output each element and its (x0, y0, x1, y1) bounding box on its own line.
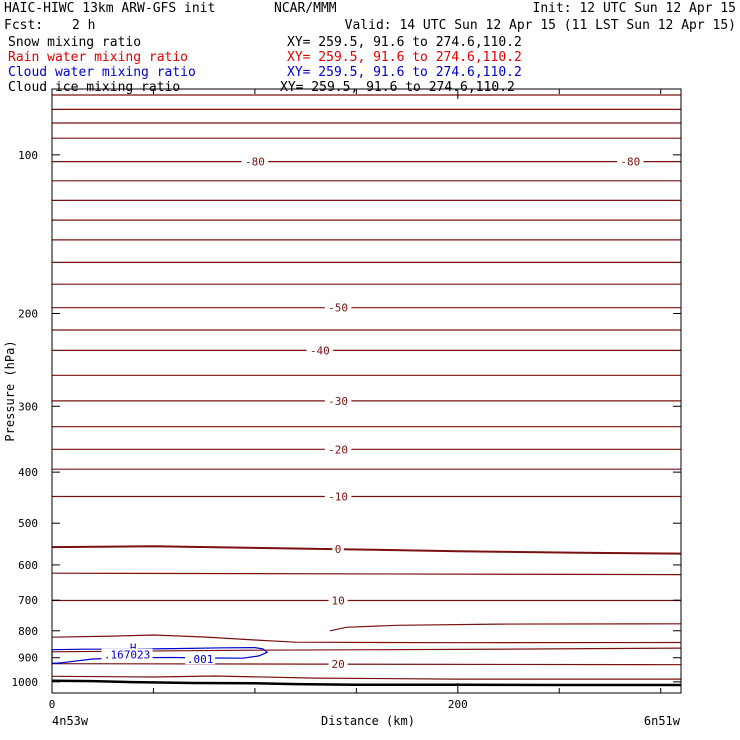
isotherm-label: 0 (335, 543, 342, 556)
cloud-water-label-bg (128, 641, 138, 653)
isotherm-line (52, 572, 681, 576)
cloud-water-label: H (130, 641, 137, 654)
field-xy-rain: XY= 259.5, 91.6 to 274.6,110.2 (287, 50, 522, 65)
isotherm-line (52, 647, 681, 653)
cloud-water-contours: H.167023 .001 (51, 641, 269, 666)
isotherm-label: -20 (328, 443, 348, 456)
field-xy-cloud-ice: XY= 259.5, 91.6 to 274.6,110.2 (280, 80, 515, 95)
isotherm-line (52, 675, 681, 680)
isotherm-label: -80 (620, 156, 640, 169)
y-axis-label: Pressure (hPa) (3, 340, 17, 441)
y-tick-label: 700 (18, 594, 38, 607)
isotherm-line (52, 634, 681, 644)
isotherm-contours: -80 -80 -50 -40 -30 -20 -10 0 10 20 (52, 94, 681, 680)
cloud-water-contour (51, 646, 269, 665)
isotherm-label-bg (328, 658, 348, 671)
field-name-rain: Rain water mixing ratio (8, 50, 189, 65)
y-tick-label: 400 (18, 466, 38, 479)
field-xy-snow: XY= 259.5, 91.6 to 274.6,110.2 (287, 35, 522, 50)
cloud-water-label: .167023 (104, 649, 150, 662)
y-tick-label: 1000 (12, 676, 39, 689)
isotherm-label-bg (328, 594, 348, 607)
plot-frame (51, 88, 682, 694)
y-tick-label: 500 (18, 517, 38, 530)
fcst-value: 2 h (72, 18, 96, 33)
isotherm-label-bg (617, 155, 644, 168)
terrain-line (51, 679, 681, 687)
cloud-water-label: .001 (187, 653, 214, 666)
terrain-outline (51, 679, 681, 687)
isotherm-label: -80 (245, 156, 265, 169)
isotherm-label-bg (324, 301, 352, 314)
isotherm-label-bg (324, 394, 352, 407)
isotherm-label-bg (332, 543, 344, 556)
y-tick-label: 300 (18, 400, 38, 413)
y-tick-label: 600 (18, 559, 38, 572)
isotherm-line (329, 623, 681, 632)
x-right-endpoint-label: 6n51w (644, 714, 681, 728)
isotherm-label-bg (324, 443, 352, 456)
y-tick-label: 200 (18, 307, 38, 320)
y-tick-label: 800 (18, 625, 38, 638)
init-time: Init: 12 UTC Sun 12 Apr 15 (532, 1, 737, 16)
isotherm-label-bg (241, 155, 269, 168)
field-xy-cloud-water: XY= 259.5, 91.6 to 274.6,110.2 (287, 65, 522, 80)
y-tick-label: 100 (18, 149, 38, 162)
isotherm-line (52, 545, 681, 555)
x-left-endpoint-label: 4n53w (52, 714, 89, 728)
isotherm-label: -40 (310, 344, 330, 357)
isotherm-label: -30 (328, 395, 348, 408)
y-tick-label: 900 (18, 652, 38, 665)
cloud-water-label-bg (185, 653, 216, 665)
x-tick-label: 0 (49, 698, 56, 711)
field-name-cloud-ice: Cloud ice mixing ratio (8, 80, 181, 95)
isotherm-line (52, 663, 681, 666)
isotherm-label: 20 (331, 658, 344, 671)
cloud-water-label-bg (101, 648, 153, 660)
isotherm-label-bg (324, 490, 352, 503)
field-name-snow: Snow mixing ratio (8, 35, 142, 50)
org-label: NCAR/MMM (274, 1, 337, 16)
field-name-cloud-water: Cloud water mixing ratio (8, 65, 196, 80)
isotherm-label: -10 (328, 491, 348, 504)
isotherm-label: -50 (328, 302, 348, 315)
x-tick-label: 200 (448, 698, 468, 711)
fcst-label: Fcst: (4, 18, 44, 33)
isotherm-label: 10 (331, 595, 344, 608)
model-title: HAIC-HIWC 13km ARW-GFS init (4, 1, 216, 16)
valid-time: Valid: 14 UTC Sun 12 Apr 15 (11 LST Sun … (344, 18, 736, 33)
x-axis-label: Distance (km) (321, 714, 415, 728)
isotherm-label-bg (306, 344, 334, 357)
cloud-water-contour (51, 662, 63, 665)
